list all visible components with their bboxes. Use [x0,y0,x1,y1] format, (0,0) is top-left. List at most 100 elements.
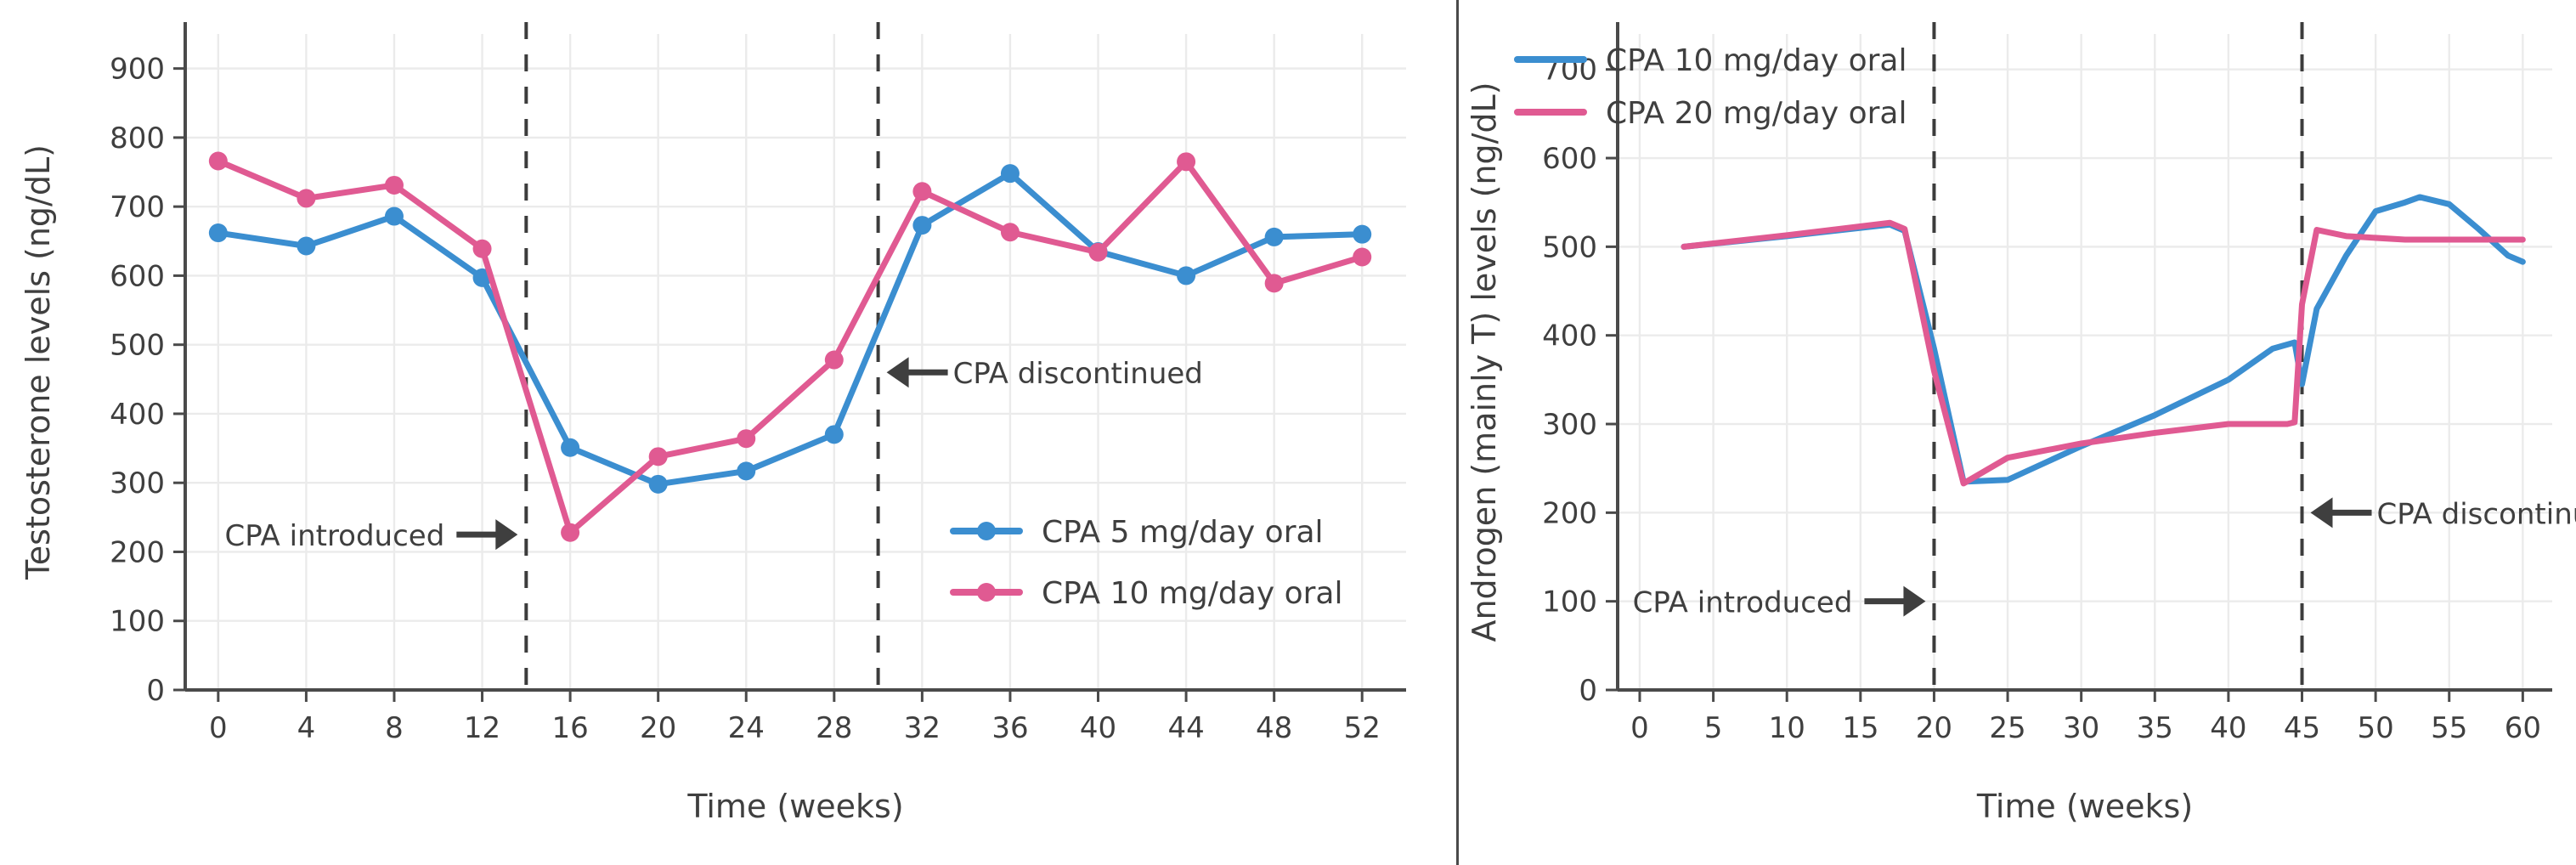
x-tick-label: 12 [464,711,500,745]
y-tick-label: 500 [110,329,165,363]
data-point [824,425,844,444]
legend-swatch-marker [977,583,996,602]
data-point [737,429,756,449]
x-tick-label: 20 [640,711,676,745]
x-tick-label: 15 [1842,711,1878,745]
data-point [384,206,404,226]
x-tick-label: 8 [385,711,404,745]
legend-label: CPA 10 mg/day oral [1606,43,1907,78]
y-tick-label: 600 [110,259,165,293]
data-point [208,151,228,171]
x-tick-label: 40 [2210,711,2246,745]
annotation-label: CPA discontinued [953,357,1203,391]
x-tick-label: 45 [2284,711,2320,745]
x-axis-title: Time (weeks) [686,788,903,825]
grid-lines [1618,34,2552,690]
x-tick-label: 16 [551,711,588,745]
y-tick-label: 900 [110,53,165,87]
series-line-0 [215,170,1365,488]
x-tick-label: 48 [1256,711,1292,745]
x-tick-label: 36 [991,711,1028,745]
annotation-label: CPA discontinued [2377,497,2576,531]
x-tick-label: 25 [1989,711,2025,745]
legend-swatch-marker [977,522,996,540]
x-tick-label: 28 [816,711,852,745]
x-tick-label: 30 [2063,711,2099,745]
data-point [472,239,492,258]
data-point [737,461,756,481]
data-point [824,350,844,370]
data-point [1177,152,1196,172]
data-point [561,438,580,457]
data-point [648,447,668,466]
chart-panel-testosterone: 0 100 200 300 400 500 600 700 800 900 0 4 8 12 16 20 24 2… [20,22,1406,825]
event-markers [524,22,880,690]
annotation-arrow-head [495,519,518,551]
data-point [1000,164,1020,184]
legend-label: CPA 20 mg/day oral [1606,96,1907,131]
series-group [1681,194,2526,487]
data-point [297,236,316,256]
x-tick-label: 4 [297,711,316,745]
chart-legend: CPA 10 mg/day oral CPA 20 mg/day oral [1514,43,1907,131]
x-tick-label: 0 [1630,711,1649,745]
x-tick-label: 44 [1167,711,1204,745]
event-annotations: CPA introduced CPA discontinued [224,357,1203,553]
x-tick-label: 20 [1916,711,1952,745]
legend-label: CPA 5 mg/day oral [1042,515,1324,550]
axis-titles: Time (weeks) Testosterone levels (ng/dL) [20,144,904,825]
y-tick-label: 400 [1542,319,1597,353]
legend-label: CPA 10 mg/day oral [1042,576,1342,611]
x-tick-label: 35 [2137,711,2173,745]
x-axis-title: Time (weeks) [1976,788,2193,825]
y-tick-label: 600 [1542,142,1597,176]
event-markers [1932,22,2304,690]
x-tick-label: 40 [1080,711,1116,745]
chart-panel-androgen: 0 100 200 300 400 500 600 700 0 5 10 15 20 25 30 35 40 45… [1458,0,2576,865]
chart-legend: CPA 5 mg/day oral CPA 10 mg/day oral [950,515,1342,611]
annotation-arrow-head [886,357,909,388]
y-tick-label: 800 [110,122,165,155]
y-tick-label: 200 [1542,496,1597,530]
x-tick-label: 0 [209,711,228,745]
x-tick-label: 55 [2431,711,2467,745]
data-point [208,223,228,243]
data-point [297,189,316,208]
annotation-label: CPA introduced [1633,586,1853,620]
y-tick-label: 400 [110,398,165,432]
y-tick-label: 500 [1542,230,1597,264]
annotation-arrow-head [2310,497,2333,529]
x-tick-label: 5 [1704,711,1723,745]
series-line-1 [215,158,1365,536]
x-tick-label: 50 [2357,711,2393,745]
y-tick-label: 0 [146,674,165,708]
x-tick-label: 32 [904,711,941,745]
y-tick-label: 300 [110,466,165,500]
data-point [1088,242,1108,262]
data-point [1264,227,1284,246]
x-tick-label: 52 [1344,711,1381,745]
series-group [208,151,1372,542]
y-tick-label: 700 [110,190,165,224]
y-tick-label: 100 [1542,585,1597,619]
y-tick-label: 0 [1579,674,1597,708]
y-tick-label: 200 [110,535,165,569]
series-line-1 [1681,219,2526,487]
grid-lines [185,34,1406,690]
data-point [648,474,668,494]
data-point [561,523,580,542]
data-point [912,216,932,235]
data-point [1000,223,1020,242]
y-tick-label: 300 [1542,408,1597,442]
panel-divider [1456,0,1459,865]
event-annotations: CPA introduced CPA discontinued [1633,497,2576,620]
data-point [384,175,404,195]
x-tick-label: 24 [728,711,765,745]
data-point [1353,247,1372,267]
y-tick-label: 100 [110,605,165,639]
